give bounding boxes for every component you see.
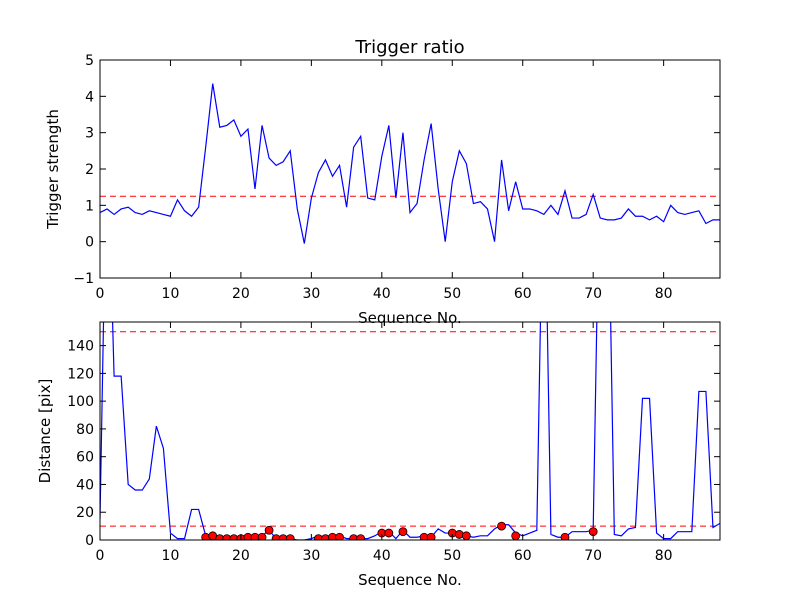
series-layer [100,83,720,244]
x-tick-label: 0 [96,286,105,302]
y-axis-label: Trigger strength [44,109,62,230]
plot-frame [99,59,721,279]
data-point [497,521,506,531]
x-tick-label: 60 [514,286,532,302]
y-tick-label: 0 [85,533,94,549]
y-tick-label: −1 [73,271,94,287]
data-point [454,530,464,539]
data-point [560,532,570,540]
y-axis-label: Distance [pix] [36,379,54,484]
x-tick-label: 30 [302,548,320,564]
data-point [426,532,436,540]
data-point [461,531,471,540]
y-tick-label: 4 [85,89,94,105]
y-tick-label: 20 [76,505,94,521]
distance-subplot: 0 10 20 30 40 50 60 70 80 0 20 40 60 80 100 120 140 Sequ… [36,321,721,589]
y-tick-label: 3 [85,126,94,142]
data-point [257,532,267,540]
x-tick-label: 10 [162,286,180,302]
plot-frame [99,321,721,541]
x-tick-label: 60 [514,548,532,564]
y-tick-label: 2 [85,162,94,178]
series-layer [100,322,720,540]
y-tick-label: 1 [85,198,94,214]
data-point [511,531,521,540]
x-tick-label: 80 [655,286,673,302]
y-tick-label: 60 [76,450,94,466]
y-tick-label: 100 [67,394,94,410]
trigger-ratio-subplot: Trigger ratio 0 10 20 30 40 50 60 70 80−1012345 … [44,37,721,327]
x-tick-label: 30 [302,286,320,302]
data-point [398,527,408,537]
x-tick-label: 20 [232,548,250,564]
x-tick-label: 70 [584,548,602,564]
x-tick-label: 50 [443,548,461,564]
x-tick-label: 10 [162,548,180,564]
data-point [356,534,366,540]
data-point [285,534,295,540]
y-tick-label: 5 [85,53,94,69]
x-tick-label: 50 [443,286,461,302]
x-tick-label: 40 [373,548,391,564]
series-line [100,83,720,244]
x-tick-label: 20 [232,286,250,302]
tick-layer: 0 10 20 30 40 50 60 70 80 0 20 40 60 80 100 120 140 [67,322,720,564]
x-tick-label: 80 [655,548,673,564]
x-axis-label: Sequence No. [358,309,462,327]
x-axis-label: Sequence No. [358,571,462,589]
chart-title: Trigger ratio [354,37,464,58]
series-line [100,322,720,540]
x-tick-label: 40 [373,286,391,302]
data-point [321,534,330,540]
y-tick-label: 80 [76,422,94,438]
y-tick-label: 40 [76,477,94,493]
y-tick-label: 120 [67,366,94,382]
y-tick-label: 0 [85,235,94,251]
y-tick-label: 140 [67,339,94,355]
data-point [264,525,274,535]
x-tick-label: 70 [584,286,602,302]
data-point [384,528,394,538]
data-point [335,532,344,540]
x-tick-label: 0 [96,548,105,564]
